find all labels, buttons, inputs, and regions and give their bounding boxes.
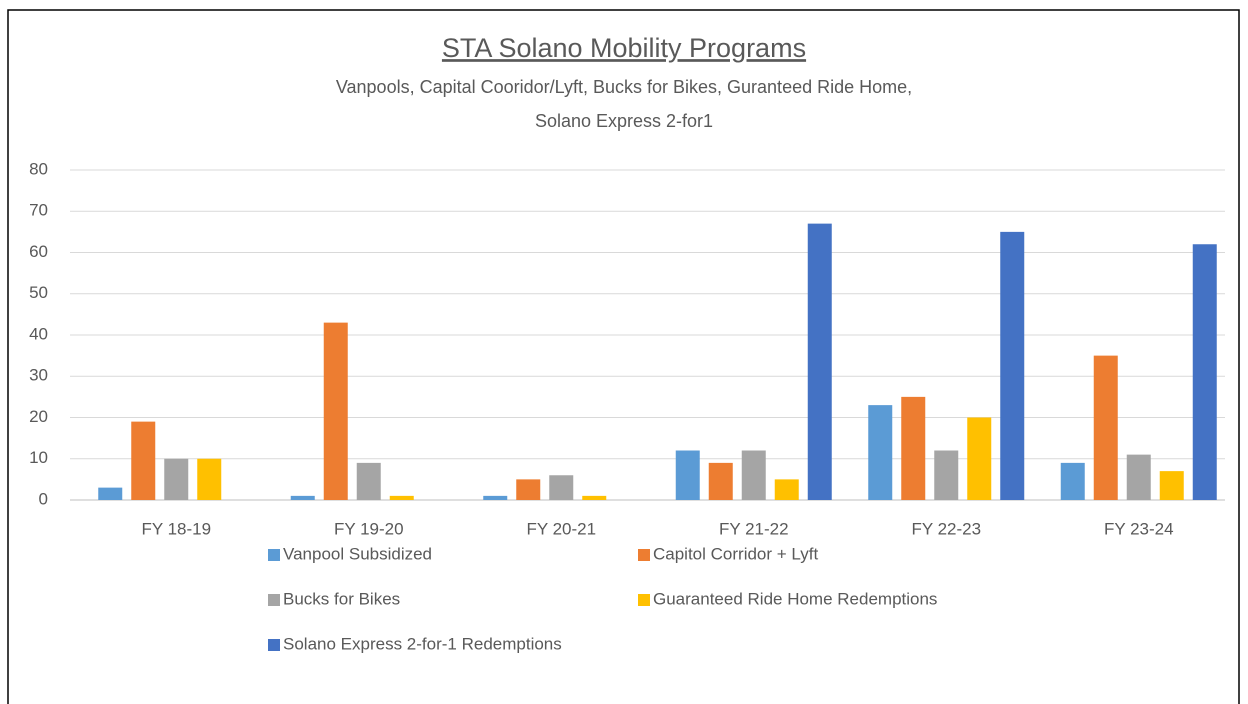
bar [774, 479, 799, 500]
legend-swatch [268, 639, 280, 651]
bar [131, 421, 156, 500]
bar [1000, 231, 1025, 500]
legend-label: Capitol Corridor + Lyft [653, 544, 818, 563]
legend-label: Bucks for Bikes [283, 589, 400, 608]
bar [483, 495, 508, 500]
x-tick-label: FY 18-19 [141, 519, 211, 538]
legend-label: Guaranteed Ride Home Redemptions [653, 589, 937, 608]
bar [708, 462, 733, 500]
bar [549, 475, 574, 500]
bar [675, 450, 700, 500]
bar [290, 495, 315, 500]
bar [323, 322, 348, 500]
bar [582, 495, 607, 500]
bar [901, 396, 926, 500]
x-tick-label: FY 20-21 [526, 519, 596, 538]
bar [1126, 454, 1151, 500]
y-tick-label: 10 [29, 448, 48, 467]
legend-swatch [268, 594, 280, 606]
legend-label: Solano Express 2-for-1 Redemptions [283, 634, 562, 653]
bar [356, 462, 381, 500]
bar [1159, 471, 1184, 500]
legend-label: Vanpool Subsidized [283, 544, 432, 563]
x-tick-label: FY 21-22 [719, 519, 789, 538]
chart-frame [7, 9, 1240, 704]
bar [1093, 355, 1118, 500]
y-tick-label: 20 [29, 407, 48, 426]
bar [1060, 462, 1085, 500]
y-tick-label: 30 [29, 366, 48, 385]
y-tick-label: 70 [29, 201, 48, 220]
x-tick-label: FY 22-23 [911, 519, 981, 538]
x-tick-label: FY 19-20 [334, 519, 404, 538]
chart-title: STA Solano Mobility Programs [442, 33, 806, 63]
y-tick-label: 80 [29, 159, 48, 178]
bar [967, 417, 992, 500]
legend-swatch [638, 594, 650, 606]
legend-swatch [638, 549, 650, 561]
y-tick-label: 0 [39, 489, 48, 508]
chart-subtitle: Vanpools, Capital Cooridor/Lyft, Bucks f… [336, 77, 912, 97]
bar [197, 458, 222, 500]
bar [807, 223, 832, 500]
bar [741, 450, 766, 500]
bar [868, 405, 893, 500]
x-tick-label: FY 23-24 [1104, 519, 1174, 538]
y-tick-label: 50 [29, 283, 48, 302]
y-tick-label: 40 [29, 324, 48, 343]
bar [1192, 244, 1217, 500]
y-tick-label: 60 [29, 242, 48, 261]
chart-subtitle: Solano Express 2-for1 [535, 111, 713, 131]
bar [164, 458, 189, 500]
bar [389, 495, 414, 500]
bar [934, 450, 959, 500]
legend-swatch [268, 549, 280, 561]
bar [516, 479, 541, 500]
bar [98, 487, 123, 500]
